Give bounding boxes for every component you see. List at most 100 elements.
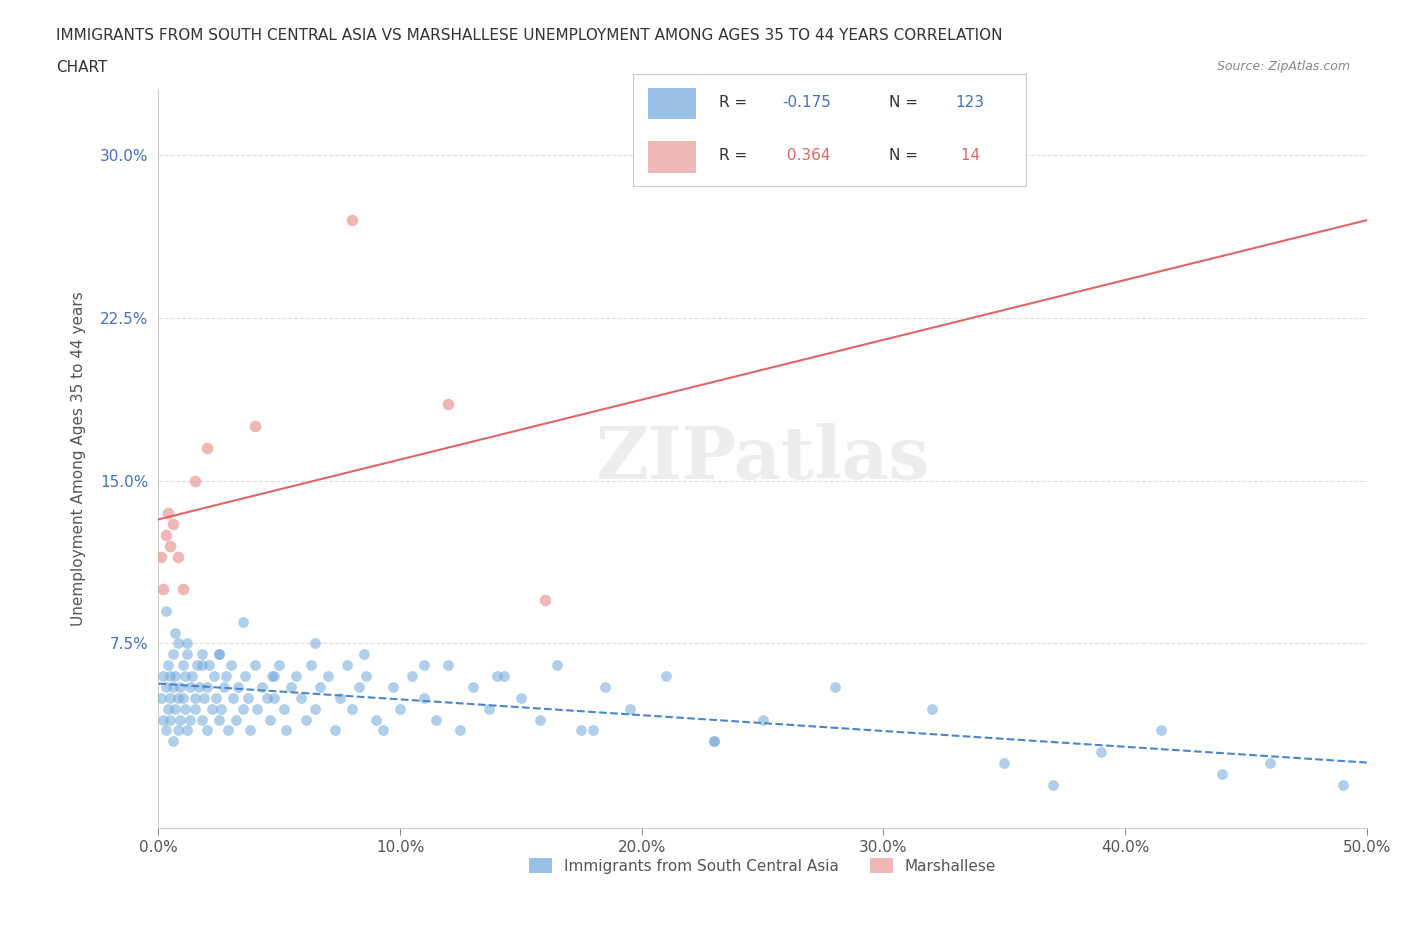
Point <box>181 669 204 684</box>
Point <box>157 658 180 672</box>
Point <box>413 690 436 705</box>
Point <box>215 669 238 684</box>
Point <box>162 734 184 749</box>
Point <box>461 680 484 695</box>
Point <box>269 658 291 672</box>
Point <box>381 680 404 695</box>
Text: 0.364: 0.364 <box>782 149 831 164</box>
Point <box>174 669 197 684</box>
Point <box>183 690 205 705</box>
Point <box>165 701 187 716</box>
Point <box>208 712 231 727</box>
Point <box>595 680 617 695</box>
Point <box>1090 745 1112 760</box>
Text: IMMIGRANTS FROM SOUTH CENTRAL ASIA VS MARSHALLESE UNEMPLOYMENT AMONG AGES 35 TO : IMMIGRANTS FROM SOUTH CENTRAL ASIA VS MA… <box>56 28 1002 43</box>
Point <box>329 690 352 705</box>
Point <box>316 669 339 684</box>
Legend: Immigrants from South Central Asia, Marshallese: Immigrants from South Central Asia, Mars… <box>523 851 1002 880</box>
Point <box>232 615 254 630</box>
Point <box>290 690 312 705</box>
Point <box>340 212 363 227</box>
Point <box>534 592 557 607</box>
Point <box>166 636 188 651</box>
Text: 14: 14 <box>956 149 980 164</box>
Point <box>183 701 205 716</box>
Point <box>364 712 387 727</box>
Point <box>389 701 412 716</box>
Point <box>157 701 180 716</box>
Point <box>169 680 191 695</box>
Point <box>582 723 605 737</box>
Point <box>437 658 460 672</box>
Point <box>252 680 274 695</box>
Point <box>152 669 174 684</box>
Point <box>155 680 177 695</box>
Point <box>169 712 191 727</box>
Point <box>209 701 232 716</box>
Point <box>263 690 285 705</box>
Point <box>243 418 266 433</box>
Point <box>191 658 214 672</box>
Point <box>619 701 641 716</box>
Text: N =: N = <box>889 95 922 110</box>
Point <box>155 527 177 542</box>
Text: 123: 123 <box>956 95 984 110</box>
Point <box>149 690 172 705</box>
Point <box>166 690 188 705</box>
Point <box>226 680 249 695</box>
Point <box>232 701 254 716</box>
Point <box>198 658 221 672</box>
Point <box>259 712 281 727</box>
Point <box>993 755 1015 770</box>
Point <box>273 701 295 716</box>
Point <box>239 723 262 737</box>
Point <box>159 690 181 705</box>
FancyBboxPatch shape <box>648 87 696 119</box>
Point <box>217 723 239 737</box>
Point <box>188 680 211 695</box>
Point <box>208 647 231 662</box>
Text: -0.175: -0.175 <box>782 95 831 110</box>
Point <box>235 669 257 684</box>
FancyBboxPatch shape <box>648 141 696 173</box>
Point <box>219 658 242 672</box>
Point <box>152 581 174 596</box>
Point <box>294 712 316 727</box>
Point <box>1211 766 1233 781</box>
Point <box>1258 755 1281 770</box>
Point <box>165 669 187 684</box>
Point <box>159 712 181 727</box>
Point <box>183 473 205 488</box>
Point <box>193 690 215 705</box>
Point <box>509 690 531 705</box>
Point <box>1150 723 1173 737</box>
Point <box>478 701 501 716</box>
Point <box>165 625 187 640</box>
Point <box>260 669 283 684</box>
Point <box>246 701 269 716</box>
Point <box>263 669 285 684</box>
Point <box>450 723 472 737</box>
Point <box>280 680 302 695</box>
Point <box>176 723 198 737</box>
Point <box>546 658 568 672</box>
Point <box>703 734 725 749</box>
Point <box>155 604 177 618</box>
Point <box>256 690 278 705</box>
Point <box>172 690 194 705</box>
Point <box>162 516 184 531</box>
Point <box>195 680 218 695</box>
Point <box>285 669 308 684</box>
Point <box>195 441 218 456</box>
Point <box>309 680 332 695</box>
Point <box>149 549 172 564</box>
Point <box>304 636 326 651</box>
Text: CHART: CHART <box>56 60 108 75</box>
Point <box>304 701 326 716</box>
Point <box>437 397 460 412</box>
Point <box>243 658 266 672</box>
Point <box>371 723 394 737</box>
Point <box>172 658 194 672</box>
Point <box>485 669 508 684</box>
Point <box>205 690 228 705</box>
